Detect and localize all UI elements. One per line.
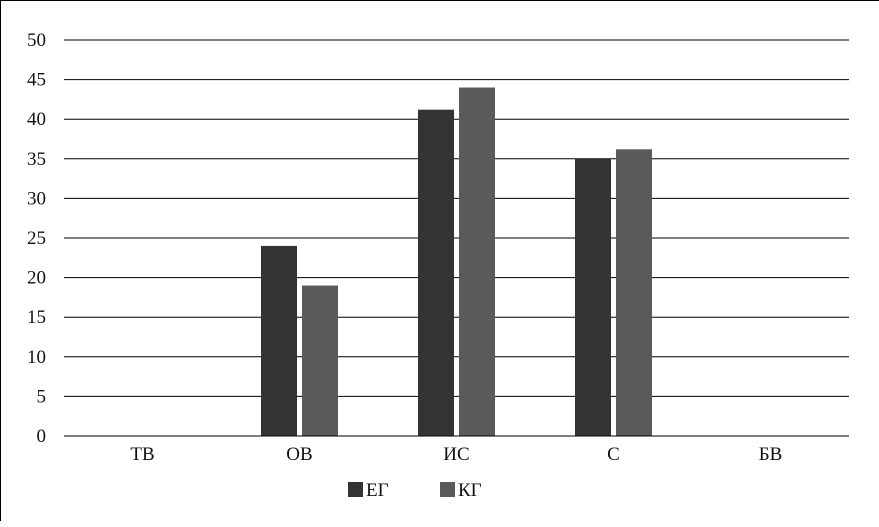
legend: ЕГ КГ (348, 480, 482, 501)
x-axis-ticks: ТВ ОВ ИС С БВ (130, 444, 782, 465)
y-tick-label: 0 (37, 426, 47, 447)
bars (261, 87, 652, 437)
bar-ЕГ-ОВ (261, 245, 297, 436)
y-tick-label: 45 (27, 70, 46, 91)
grid-lines (64, 39, 849, 397)
bar-ЕГ-С (575, 158, 611, 437)
bar-КГ-ИС (459, 87, 495, 437)
legend-swatch (440, 482, 455, 497)
legend-item-КГ: КГ (440, 480, 482, 501)
y-tick-label: 10 (27, 347, 46, 368)
x-tick-label: ТВ (130, 444, 154, 465)
x-tick-label: ОВ (286, 444, 312, 465)
y-tick-label: 20 (27, 268, 46, 289)
y-tick-label: 5 (37, 386, 47, 407)
y-tick-label: 35 (27, 149, 46, 170)
y-tick-label: 15 (27, 307, 46, 328)
y-tick-label: 40 (27, 109, 46, 130)
y-tick-label: 25 (27, 228, 46, 249)
legend-item-ЕГ: ЕГ (348, 480, 389, 501)
legend-label: КГ (458, 480, 482, 501)
y-tick-label: 30 (27, 188, 46, 209)
legend-label: ЕГ (366, 480, 389, 501)
bar-ЕГ-ИС (418, 109, 454, 437)
y-axis-ticks: 0 5 10 15 20 25 30 35 40 45 50 (27, 30, 46, 447)
bar-КГ-С (616, 149, 652, 436)
legend-swatch (348, 482, 363, 497)
x-tick-label: С (607, 444, 620, 465)
y-tick-label: 50 (27, 30, 46, 51)
x-tick-label: ИС (443, 444, 469, 465)
bar-КГ-ОВ (302, 285, 338, 436)
x-tick-label: БВ (759, 444, 783, 465)
